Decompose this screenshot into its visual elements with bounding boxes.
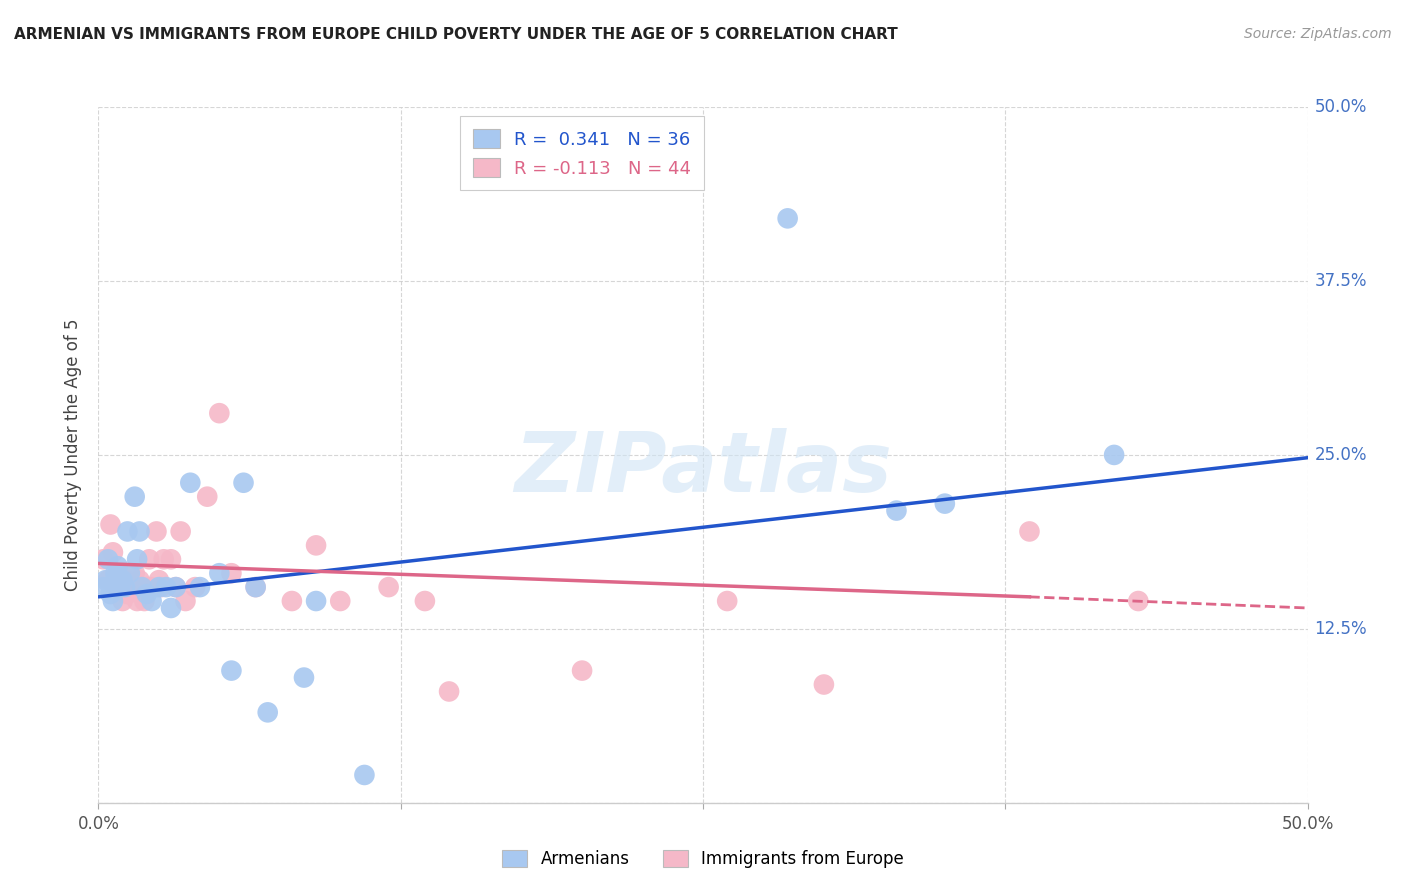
Point (245, 580, 267, 594)
Point (145, 524, 167, 539)
Point (117, 587, 139, 601)
Point (141, 580, 163, 594)
Point (165, 580, 187, 594)
Point (108, 580, 131, 594)
Point (1102, 448, 1125, 462)
Point (305, 594, 328, 608)
Point (148, 580, 170, 594)
Text: 25.0%: 25.0% (1315, 446, 1367, 464)
Point (377, 580, 399, 594)
Text: 50.0%: 50.0% (1315, 98, 1367, 116)
Point (208, 566, 231, 581)
Point (886, 503, 908, 517)
Text: Source: ZipAtlas.com: Source: ZipAtlas.com (1244, 27, 1392, 41)
Text: 12.5%: 12.5% (1315, 620, 1367, 638)
Point (281, 594, 304, 608)
Point (813, 677, 835, 691)
Point (179, 475, 201, 490)
Legend: R =  0.341   N = 36, R = -0.113   N = 44: R = 0.341 N = 36, R = -0.113 N = 44 (460, 116, 704, 190)
Point (107, 559, 129, 574)
Point (135, 587, 157, 601)
Point (571, 664, 593, 678)
Point (134, 594, 156, 608)
Point (188, 580, 211, 594)
Point (91, 580, 114, 594)
Point (208, 406, 231, 420)
Point (114, 580, 136, 594)
Point (118, 580, 141, 594)
Point (114, 573, 136, 587)
Point (100, 587, 122, 601)
Point (305, 538, 328, 552)
Point (101, 545, 124, 559)
Point (184, 580, 207, 594)
Point (101, 594, 124, 608)
Point (100, 517, 122, 532)
Point (107, 566, 129, 581)
Point (148, 573, 170, 587)
Point (1128, 594, 1150, 608)
Point (127, 552, 149, 566)
Text: ZIPatlas: ZIPatlas (515, 428, 891, 509)
Point (111, 573, 134, 587)
Point (138, 552, 160, 566)
Point (221, 664, 243, 678)
Point (94, 573, 117, 587)
Point (97, 552, 120, 566)
Point (256, 706, 278, 720)
Point (124, 490, 146, 504)
Point (195, 490, 218, 504)
Point (131, 580, 153, 594)
Point (91, 552, 114, 566)
Point (152, 552, 174, 566)
Point (165, 580, 187, 594)
Point (135, 580, 157, 594)
Point (160, 552, 183, 566)
Y-axis label: Child Poverty Under the Age of 5: Child Poverty Under the Age of 5 (65, 318, 83, 591)
Point (934, 497, 956, 511)
Point (776, 211, 799, 226)
Point (128, 524, 150, 539)
Point (413, 594, 436, 608)
Point (150, 580, 173, 594)
Point (437, 684, 460, 698)
Point (232, 475, 254, 490)
Point (111, 594, 134, 608)
Point (121, 580, 143, 594)
Point (131, 580, 153, 594)
Point (245, 580, 267, 594)
Point (118, 566, 141, 581)
Point (104, 580, 127, 594)
Point (155, 580, 177, 594)
Point (353, 768, 375, 782)
Point (174, 594, 197, 608)
Point (169, 524, 191, 539)
Point (716, 594, 738, 608)
Point (221, 566, 243, 581)
Point (97, 573, 120, 587)
Point (329, 594, 352, 608)
Point (104, 566, 127, 581)
Point (117, 524, 139, 539)
Text: 37.5%: 37.5% (1315, 272, 1367, 290)
Point (160, 601, 183, 615)
Point (127, 594, 149, 608)
Text: ARMENIAN VS IMMIGRANTS FROM EUROPE CHILD POVERTY UNDER THE AGE OF 5 CORRELATION : ARMENIAN VS IMMIGRANTS FROM EUROPE CHILD… (14, 27, 898, 42)
Point (124, 566, 146, 581)
Point (1018, 524, 1040, 539)
Point (108, 580, 131, 594)
Point (141, 594, 163, 608)
Point (128, 573, 150, 587)
Point (292, 671, 315, 685)
Legend: Armenians, Immigrants from Europe: Armenians, Immigrants from Europe (495, 843, 911, 875)
